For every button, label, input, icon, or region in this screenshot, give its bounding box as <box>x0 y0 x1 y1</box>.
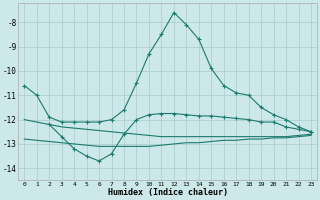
X-axis label: Humidex (Indice chaleur): Humidex (Indice chaleur) <box>108 188 228 197</box>
